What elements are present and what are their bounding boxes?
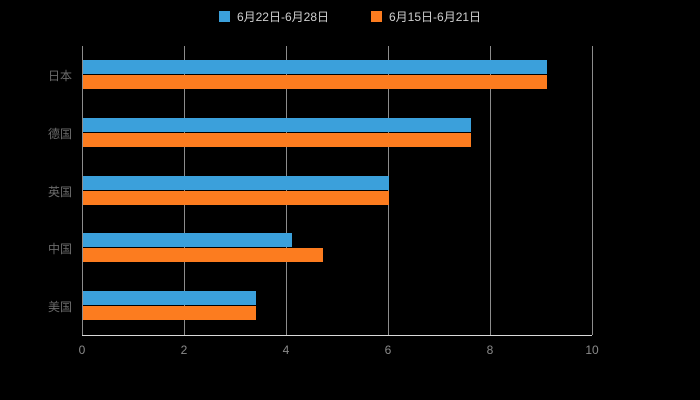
gridline bbox=[184, 46, 185, 335]
x-tick-label: 6 bbox=[384, 343, 392, 357]
legend-item-series2[interactable]: 6月15日-6月21日 bbox=[371, 8, 481, 25]
plot-area: 0 2 4 6 8 10 日本德国英国中国美国 bbox=[48, 46, 599, 357]
gridline bbox=[286, 46, 287, 335]
bar-series1 bbox=[83, 291, 256, 305]
legend-label-series2: 6月15日-6月21日 bbox=[389, 10, 482, 24]
x-tick-label: 0 bbox=[78, 343, 86, 357]
x-tick-label: 4 bbox=[282, 343, 290, 357]
gridline bbox=[388, 46, 389, 335]
chart-legend: 6月22日-6月28日 6月15日-6月21日 bbox=[0, 8, 700, 25]
bar-series2 bbox=[83, 306, 256, 320]
legend-label-series1: 6月22日-6月28日 bbox=[236, 10, 329, 24]
bar-series1 bbox=[83, 60, 547, 74]
legend-swatch-series2 bbox=[371, 11, 382, 22]
bar-series1 bbox=[83, 176, 389, 190]
category-label: 美国 bbox=[47, 300, 72, 315]
legend-item-series1[interactable]: 6月22日-6月28日 bbox=[218, 8, 329, 25]
gridline bbox=[592, 46, 593, 335]
category-label: 中国 bbox=[47, 242, 72, 257]
bar-series2 bbox=[83, 191, 389, 205]
x-tick-label: 8 bbox=[486, 343, 494, 357]
x-tick-label: 2 bbox=[180, 343, 188, 357]
bar-series2 bbox=[83, 133, 471, 147]
x-tick-label: 10 bbox=[585, 343, 599, 357]
bar-series1 bbox=[83, 118, 471, 132]
bar-series2 bbox=[83, 75, 547, 89]
gridline bbox=[490, 46, 491, 335]
bar-series2 bbox=[83, 248, 323, 262]
legend-swatch-series1 bbox=[218, 11, 230, 22]
category-label: 英国 bbox=[47, 184, 72, 199]
category-label: 日本 bbox=[47, 68, 72, 83]
category-label: 德国 bbox=[47, 126, 72, 141]
gridline bbox=[82, 46, 83, 335]
bar-series1 bbox=[83, 233, 292, 247]
